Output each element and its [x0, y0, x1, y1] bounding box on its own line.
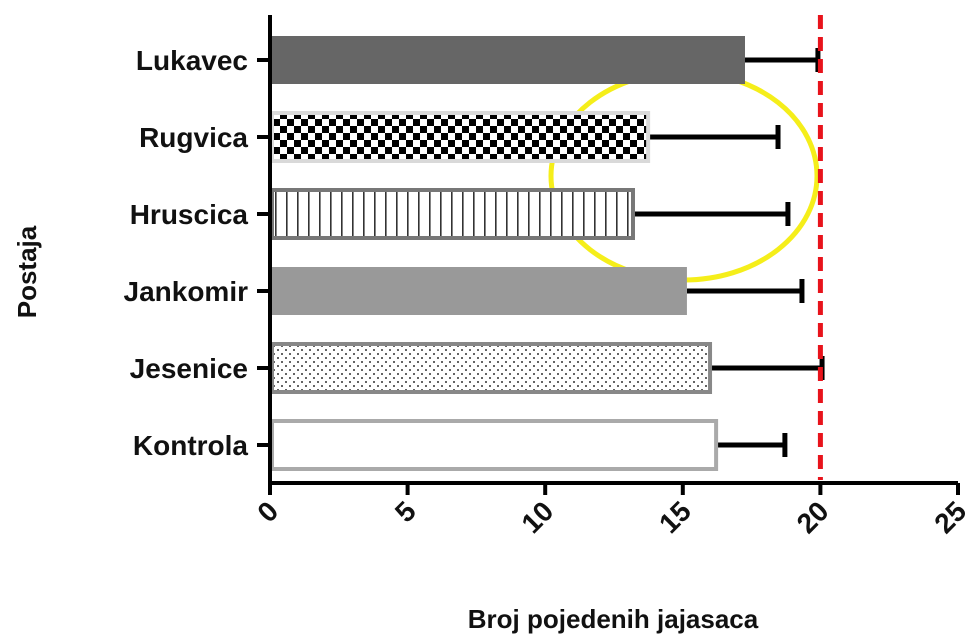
- x-tick-label: 10: [515, 495, 559, 539]
- x-tick-label: 0: [251, 495, 284, 528]
- x-tick-label: 20: [791, 495, 835, 539]
- highlight-ellipse: [548, 69, 820, 283]
- x-axis-title: Broj pojedenih jajasaca: [468, 604, 759, 634]
- y-tick-label: Hruscica: [130, 199, 249, 230]
- y-tick-label: Jesenice: [130, 353, 248, 384]
- bar: [272, 267, 687, 315]
- bar: [272, 36, 745, 84]
- y-tick-label: Lukavec: [136, 45, 248, 76]
- x-tick-label: 25: [928, 495, 968, 539]
- y-tick-label: Rugvica: [139, 122, 248, 153]
- bar: [270, 342, 713, 394]
- x-tick-label: 5: [389, 495, 422, 528]
- bar: [270, 188, 635, 240]
- y-axis-title: Postaja: [12, 225, 42, 318]
- y-tick-label: Kontrola: [133, 430, 249, 461]
- bar: [270, 419, 719, 471]
- bar: [270, 111, 651, 163]
- y-tick-label: Jankomir: [124, 276, 249, 307]
- x-tick-label: 15: [653, 495, 697, 539]
